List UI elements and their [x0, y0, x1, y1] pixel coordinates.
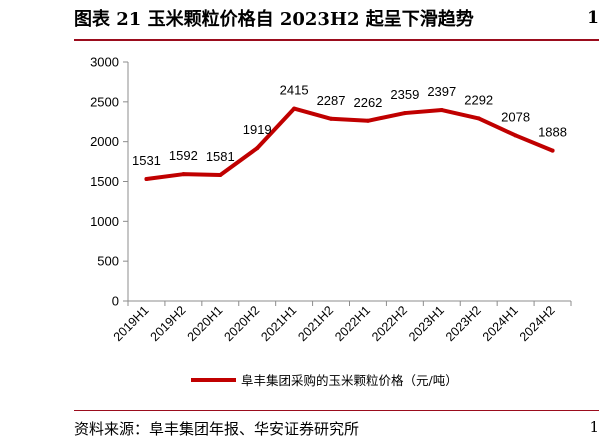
x-tick-label: 2021H1: [258, 303, 299, 344]
x-tick-label: 2019H2: [148, 303, 189, 344]
series-line: [144, 106, 555, 182]
data-point: [255, 146, 260, 151]
data-point: [365, 118, 370, 123]
legend: 阜丰集团采购的玉米颗粒价格（元/吨）: [191, 373, 458, 388]
data-point: [439, 108, 444, 113]
data-label: 1531: [132, 153, 161, 168]
title-divider: [74, 39, 599, 41]
y-tick-label: 1500: [90, 174, 119, 189]
data-label: 1919: [243, 122, 272, 137]
y-tick-label: 0: [112, 294, 119, 309]
data-label: 2397: [427, 84, 456, 99]
data-point: [550, 148, 555, 153]
y-tick-label: 500: [97, 254, 119, 269]
x-tick-label: 2020H1: [185, 303, 226, 344]
chart-title: 图表 21 玉米颗粒价格自 2023H2 起呈下滑趋势: [74, 9, 474, 30]
figure-header: 图表 21 玉米颗粒价格自 2023H2 起呈下滑趋势 1: [0, 0, 599, 41]
data-point: [476, 116, 481, 121]
data-label: 1581: [206, 149, 235, 164]
x-tick-label: 2019H1: [111, 303, 152, 344]
legend-label: 阜丰集团采购的玉米颗粒价格（元/吨）: [241, 373, 458, 388]
x-tick-label: 2024H2: [517, 303, 558, 344]
x-tick-label: 2020H2: [221, 303, 262, 344]
data-point: [218, 173, 223, 178]
data-point: [513, 133, 518, 138]
y-axis: 0 500 1000 1500 2000 2500 3000: [90, 55, 129, 309]
data-point: [292, 106, 297, 111]
data-label: 2262: [353, 95, 382, 110]
data-label: 1888: [538, 125, 567, 140]
page-mark: 1: [587, 8, 599, 28]
y-tick-label: 2500: [90, 94, 119, 109]
data-label: 2078: [501, 109, 530, 124]
x-tick-label: 2023H2: [443, 303, 484, 344]
y-tick-label: 1000: [90, 214, 119, 229]
source-note: 资料来源：阜丰集团年报、华安证券研究所: [74, 420, 360, 438]
data-label: 1592: [169, 148, 198, 163]
data-label: 2415: [280, 83, 309, 98]
x-tick-label: 2022H2: [369, 303, 410, 344]
data-label: 2359: [390, 87, 419, 102]
x-tick-label: 2022H1: [332, 303, 373, 344]
x-tick-label: 2021H2: [295, 303, 336, 344]
y-tick-label: 3000: [90, 55, 119, 70]
chart-area: 0 500 1000 1500 2000 2500 3000 2019H1 2019H2 202…: [0, 40, 599, 410]
source-divider: [74, 410, 599, 411]
data-point: [329, 116, 334, 121]
footer-page-mark: 1: [589, 418, 599, 436]
data-point: [402, 111, 407, 116]
x-axis: 2019H12019H22020H12020H22021H12021H22022…: [111, 300, 572, 344]
data-label: 2292: [464, 92, 493, 107]
figure-footer: 资料来源：阜丰集团年报、华安证券研究所 1: [0, 410, 599, 448]
data-point: [181, 172, 186, 177]
x-tick-label: 2024H1: [480, 303, 521, 344]
x-tick-label: 2023H1: [406, 303, 447, 344]
data-point: [144, 177, 149, 182]
data-label: 2287: [317, 93, 346, 108]
y-tick-label: 2000: [90, 134, 119, 149]
series-group: [144, 106, 555, 182]
data-labels: 1531 1592 1581 1919 2415 2287 2262 2359 2397 2292…: [132, 83, 567, 168]
